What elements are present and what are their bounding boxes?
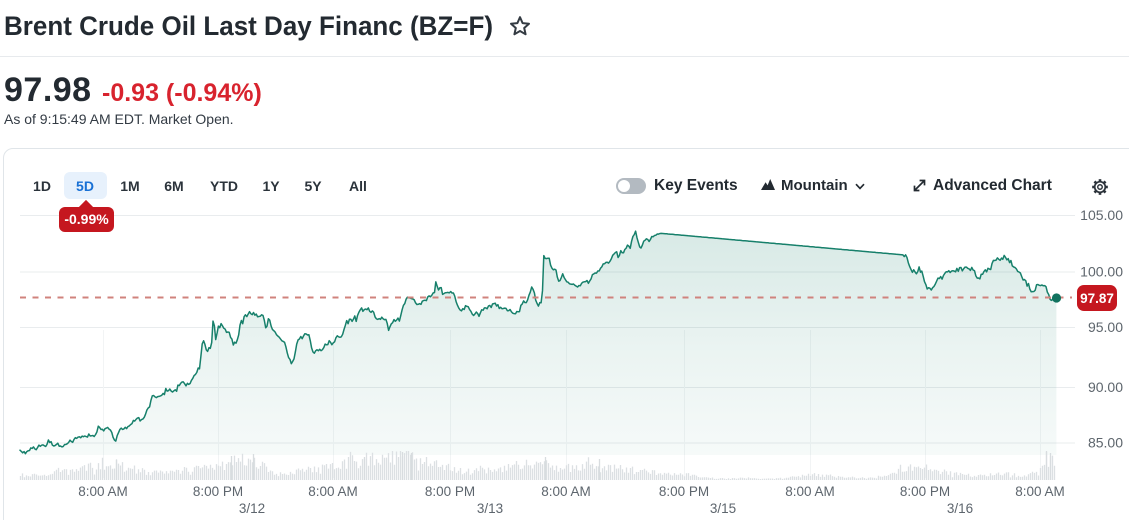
svg-text:3/12: 3/12 — [239, 501, 265, 516]
svg-text:100.00: 100.00 — [1080, 264, 1123, 280]
svg-text:3/15: 3/15 — [710, 501, 736, 516]
svg-text:8:00 AM: 8:00 AM — [1015, 484, 1065, 499]
svg-text:3/16: 3/16 — [947, 501, 973, 516]
svg-text:95.00: 95.00 — [1088, 319, 1123, 335]
svg-text:8:00 AM: 8:00 AM — [541, 484, 591, 499]
svg-text:105.00: 105.00 — [1080, 207, 1123, 223]
svg-text:8:00 AM: 8:00 AM — [308, 484, 358, 499]
svg-text:8:00 PM: 8:00 PM — [900, 484, 950, 499]
svg-text:8:00 PM: 8:00 PM — [659, 484, 709, 499]
svg-text:8:00 AM: 8:00 AM — [785, 484, 835, 499]
svg-text:8:00 PM: 8:00 PM — [193, 484, 243, 499]
svg-text:85.00: 85.00 — [1088, 435, 1123, 451]
svg-text:8:00 AM: 8:00 AM — [78, 484, 128, 499]
svg-text:8:00 PM: 8:00 PM — [425, 484, 475, 499]
svg-text:90.00: 90.00 — [1088, 379, 1123, 395]
svg-text:3/13: 3/13 — [477, 501, 503, 516]
